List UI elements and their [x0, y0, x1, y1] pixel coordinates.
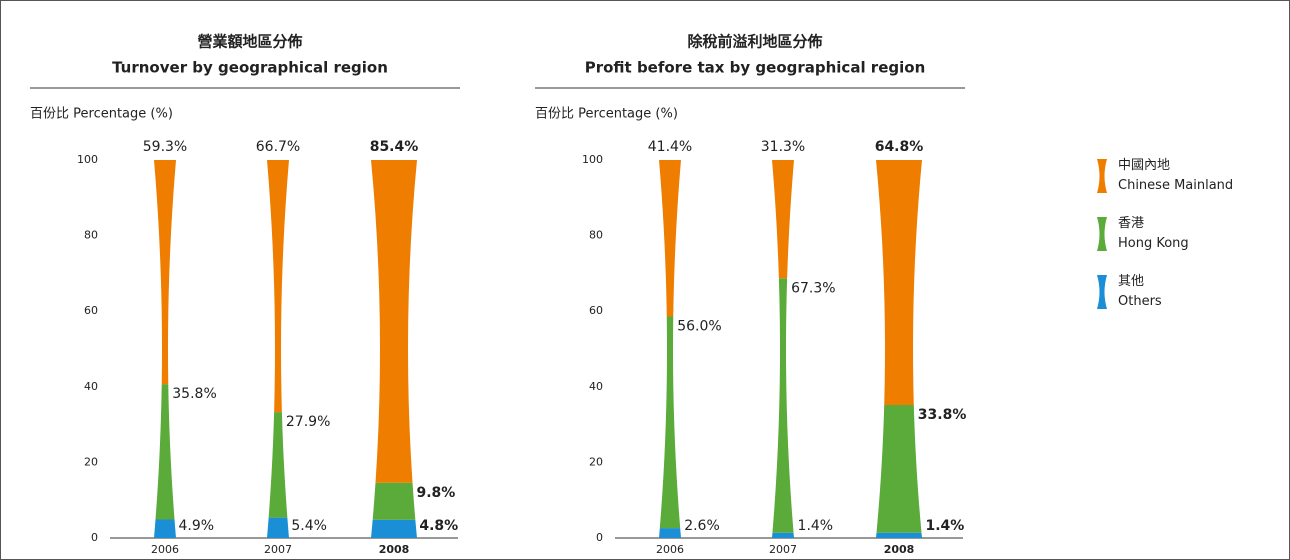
y-tick-label: 20: [589, 455, 603, 468]
value-label: 1.4%: [926, 518, 965, 534]
value-label: 4.8%: [419, 518, 458, 534]
y-tick-label: 40: [84, 380, 98, 393]
legend-swatch-shape: [1097, 275, 1107, 309]
bar-segment: [371, 160, 417, 483]
legend-item: 中國內地 Chinese Mainland: [1096, 156, 1233, 196]
value-label: 2.6%: [684, 518, 720, 534]
y-tick-label: 40: [589, 380, 603, 393]
value-label: 4.9%: [179, 518, 215, 534]
bar-segment: [155, 384, 175, 520]
bar-segment: [659, 160, 681, 317]
x-tick-label: 2008: [884, 543, 915, 556]
y-axis-label: 百份比 Percentage (%): [30, 107, 173, 122]
bar-segment: [876, 532, 922, 538]
bar-segment: [876, 160, 922, 405]
x-tick-label: 2006: [656, 543, 684, 556]
y-tick-label: 100: [582, 153, 603, 166]
bar-segment: [876, 404, 922, 533]
y-tick-label: 60: [589, 304, 603, 317]
y-tick-label: 80: [589, 229, 603, 242]
y-tick-label: 20: [84, 455, 98, 468]
bar-segment: [659, 316, 681, 529]
value-label: 27.9%: [286, 414, 330, 430]
y-tick-label: 100: [77, 153, 98, 166]
y-tick-label: 80: [84, 229, 98, 242]
bar-segment: [659, 528, 681, 538]
bar-segment: [154, 519, 176, 538]
value-label: 1.4%: [798, 518, 834, 534]
value-label: 64.8%: [875, 139, 924, 155]
x-tick-label: 2006: [151, 543, 179, 556]
chart-subtitle: Turnover by geographical region: [112, 59, 388, 77]
bar-segment: [268, 412, 288, 518]
chart-title: 營業額地區分佈: [197, 33, 302, 51]
bar-segment: [372, 482, 416, 520]
legend-swatch: [1097, 275, 1107, 309]
value-label: 5.4%: [291, 518, 327, 534]
bar-segment: [772, 160, 794, 279]
bar-segment: [371, 519, 417, 538]
chart-title: 除稅前溢利地區分佈: [687, 33, 822, 51]
legend-label: 其他 Others: [1118, 274, 1162, 309]
legend-label: 香港 Hong Kong: [1118, 216, 1189, 251]
value-label: 35.8%: [172, 386, 216, 402]
x-tick-label: 2008: [379, 543, 410, 556]
bar-segment: [154, 160, 176, 385]
y-tick-label: 60: [84, 304, 98, 317]
legend-label: 中國內地 Chinese Mainland: [1118, 158, 1234, 193]
value-label: 9.8%: [417, 485, 456, 501]
bar-segment: [772, 532, 794, 538]
value-label: 85.4%: [370, 139, 419, 155]
bar-segment: [267, 160, 289, 413]
y-tick-label: 0: [596, 531, 603, 544]
y-tick-label: 0: [91, 531, 98, 544]
value-label: 56.0%: [677, 318, 721, 334]
legend-swatch: [1097, 159, 1107, 193]
legend-item: 香港 Hong Kong: [1096, 214, 1189, 254]
legend-swatch-shape: [1097, 159, 1107, 193]
x-tick-label: 2007: [264, 543, 292, 556]
x-tick-label: 2007: [769, 543, 797, 556]
legend-swatch-shape: [1097, 217, 1107, 251]
legend-swatch: [1097, 217, 1107, 251]
bar-segment: [772, 278, 794, 533]
value-label: 59.3%: [143, 139, 187, 155]
y-axis-label: 百份比 Percentage (%): [535, 107, 678, 122]
bar-segment: [267, 517, 289, 538]
value-label: 66.7%: [256, 139, 300, 155]
value-label: 67.3%: [791, 280, 835, 296]
legend-item: 其他 Others: [1096, 272, 1162, 312]
value-label: 33.8%: [918, 407, 967, 423]
value-label: 41.4%: [648, 139, 692, 155]
chart-subtitle: Profit before tax by geographical region: [585, 59, 926, 77]
value-label: 31.3%: [761, 139, 805, 155]
